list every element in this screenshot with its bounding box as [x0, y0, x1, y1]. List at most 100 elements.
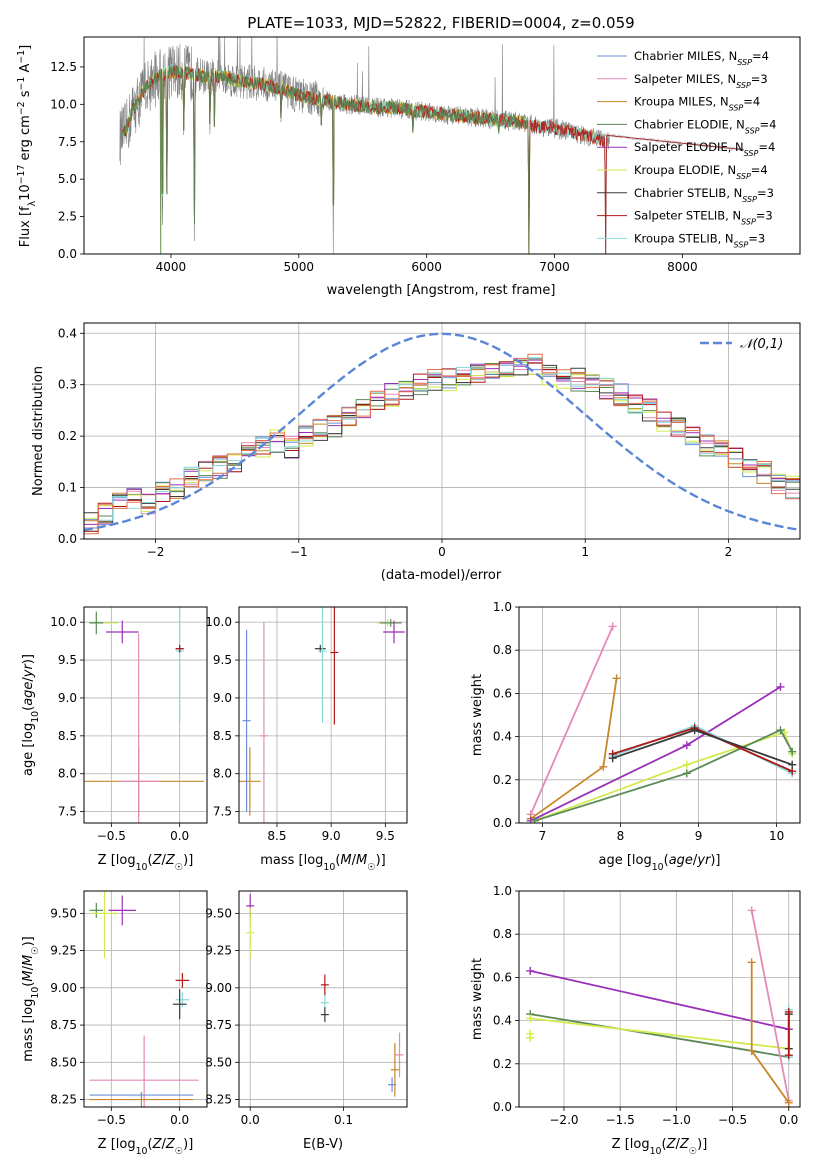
x-tick-label: 6000	[411, 260, 442, 274]
mass-weight-marker	[690, 726, 699, 735]
errorbar-point	[318, 607, 327, 723]
mass-weight-line	[750, 962, 790, 1104]
x-tick-label: 0.1	[334, 1113, 353, 1127]
x-axis-label: age [log10(age/yr)]	[598, 853, 720, 873]
grid	[84, 607, 207, 823]
y-tick-label: 1.0	[493, 884, 512, 898]
panel-spectrum: 4000 5000 6000 7000 8000 0.0 2.5 5.0 7.5 10.0 12.5…	[16, 36, 801, 298]
y-tick-label: 7.5	[213, 805, 232, 819]
errorbar-point	[390, 1042, 399, 1097]
y-tick-label: 0.8	[493, 643, 512, 657]
legend-label: Chabrier ELODIE, NSSP=4	[634, 117, 776, 135]
y-tick-label: 9.5	[58, 653, 77, 667]
y-axis-label: mass [log10(M/M☉)]	[21, 936, 41, 1062]
x-tick-label: 9.0	[322, 829, 341, 843]
y-tick-label: 8.50	[50, 1055, 77, 1069]
residual-histogram	[84, 362, 800, 523]
y-axis-label: mass weight	[470, 674, 485, 756]
mass-weight-marker	[526, 966, 535, 975]
x-tick-label: 8000	[667, 260, 698, 274]
mass-weight-marker	[788, 747, 797, 756]
axes-frame	[238, 606, 408, 824]
mass-weight-marker	[526, 1029, 535, 1038]
axes-frame	[518, 890, 801, 1108]
mass-weight-line	[529, 626, 614, 815]
mass-weight-marker	[608, 754, 617, 763]
figure-title: PLATE=1033, MJD=52822, FIBERID=0004, z=0…	[247, 14, 634, 32]
plot-area	[89, 891, 199, 1107]
y-tick-label: 0.2	[493, 773, 512, 787]
y-tick-label: 0.4	[58, 326, 77, 340]
mass-weight-marker	[788, 760, 797, 769]
y-tick-label: 9.25	[50, 944, 77, 958]
panel-mass-vs-Z: −0.5 0.0 8.25 8.50 8.75 9.00 9.25 9.50 Z [log10(…	[21, 890, 208, 1157]
residual-histogram	[84, 353, 800, 535]
y-tick-label: 8.25	[50, 1093, 77, 1107]
grid	[239, 891, 407, 1107]
mass-weight-marker	[682, 760, 691, 769]
x-tick-label: 4000	[156, 260, 187, 274]
plot-area	[526, 906, 793, 1107]
y-tick-label: 9.25	[205, 944, 232, 958]
y-tick-label: 9.0	[58, 691, 77, 705]
x-tick-label: −2.0	[549, 1113, 578, 1127]
model-spectrum	[121, 65, 530, 254]
grid	[84, 891, 207, 1107]
axes-frame	[518, 606, 801, 824]
x-tick-label: −1.0	[662, 1113, 691, 1127]
y-tick-label: 8.25	[205, 1093, 232, 1107]
gaussian-curve	[84, 332, 800, 532]
y-axis-label: Normed distribution	[31, 366, 46, 496]
x-axis-label: Z [log10(Z/Z☉)]	[98, 853, 194, 873]
residual-histogram	[84, 362, 800, 522]
x-tick-label: 1	[581, 545, 589, 559]
y-tick-label: 0.0	[493, 1100, 512, 1114]
x-tick-label: 10	[769, 829, 784, 843]
grid	[519, 606, 800, 824]
mass-weight-marker	[599, 762, 608, 771]
plot-area	[119, 37, 744, 254]
plot-area	[526, 622, 797, 823]
y-tick-label: 9.50	[205, 906, 232, 920]
mass-weight-line	[530, 1017, 789, 1050]
y-tick-label: 8.50	[205, 1055, 232, 1069]
model-spectrum	[121, 64, 744, 254]
x-axis-label: Z [log10(Z/Z☉)]	[612, 1137, 708, 1157]
y-tick-label: 7.5	[58, 135, 77, 149]
panel-mass-weight-vs-age: 7 8 9 10 0.0 0.2 0.4 0.6 0.8 1.0 age [log10(age/yr…	[470, 600, 801, 873]
mass-weight-marker	[747, 1046, 756, 1055]
mass-weight-marker	[612, 674, 621, 683]
x-axis-label: E(B-V)	[303, 1137, 343, 1152]
y-tick-label: 10.0	[205, 615, 232, 629]
x-tick-label: 8	[617, 829, 625, 843]
axes-frame	[83, 322, 801, 540]
mass-weight-marker	[526, 1014, 535, 1023]
y-tick-label: 0.0	[58, 247, 77, 261]
mass-weight-marker	[784, 1051, 793, 1060]
x-axis-label: wavelength [Angstrom, rest frame]	[327, 283, 556, 298]
panel-residuals: −2 −1 0 1 2 0.0 0.1 0.2 0.3 0.4 (data-model)/error…	[31, 322, 801, 583]
errorbar-point	[239, 747, 261, 816]
errorbar-point	[175, 644, 184, 653]
errorbar-point	[175, 972, 190, 988]
x-tick-label: 9.5	[376, 829, 395, 843]
mass-weight-marker	[608, 622, 617, 631]
y-axis-label: age [log10(age/yr)]	[21, 654, 41, 776]
y-tick-label: 9.0	[213, 691, 232, 705]
errorbar-point	[89, 611, 104, 635]
mass-weight-marker	[747, 958, 756, 967]
errorbar-point	[246, 907, 255, 959]
panel-age-vs-Z: −0.5 0.0 7.5 8.0 8.5 9.0 9.5 10.0 Z [log10(Z/Z☉)…	[21, 606, 208, 873]
errorbar-point	[89, 1092, 194, 1099]
y-tick-label: 0.4	[493, 730, 512, 744]
legend-label: Salpeter ELODIE, NSSP=4	[634, 140, 775, 158]
errorbar-point	[242, 629, 251, 812]
mass-weight-line	[750, 910, 790, 1101]
plot-area	[84, 332, 800, 535]
errorbar-point	[118, 633, 160, 823]
panel-mass-weight-vs-Z: −2.0 −1.5 −1.0 −0.5 0.0 0.0 0.2 0.4 0.6 0.8 1.0 Z […	[470, 884, 801, 1157]
y-axis-label: Flux [fλ10−17 erg cm−2 s−1 A−1]	[16, 45, 38, 247]
errorbar-point	[105, 620, 139, 644]
mass-weight-marker	[682, 769, 691, 778]
y-tick-label: 8.0	[58, 767, 77, 781]
